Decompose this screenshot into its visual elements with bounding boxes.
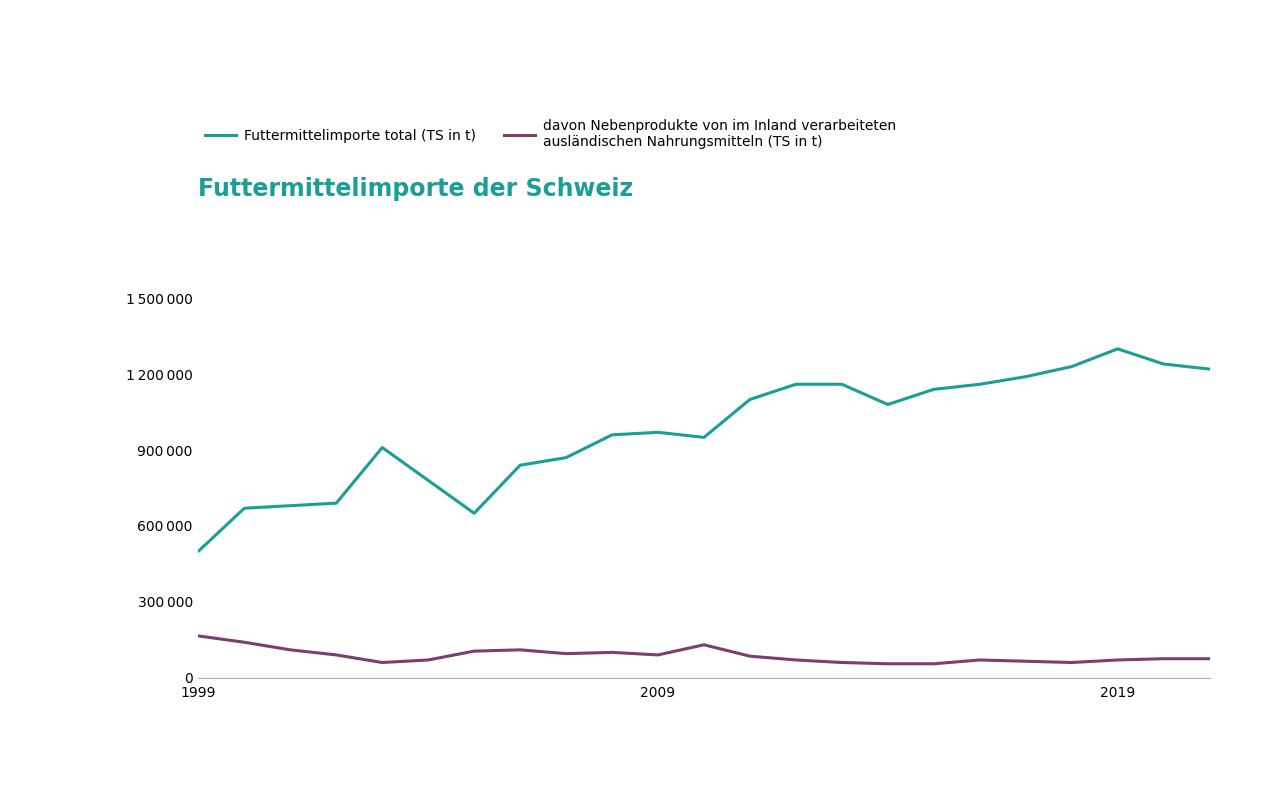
Text: Futtermittelimporte der Schweiz: Futtermittelimporte der Schweiz	[198, 177, 634, 201]
Legend: Futtermittelimporte total (TS in t), davon Nebenprodukte von im Inland verarbeit: Futtermittelimporte total (TS in t), dav…	[205, 119, 896, 150]
